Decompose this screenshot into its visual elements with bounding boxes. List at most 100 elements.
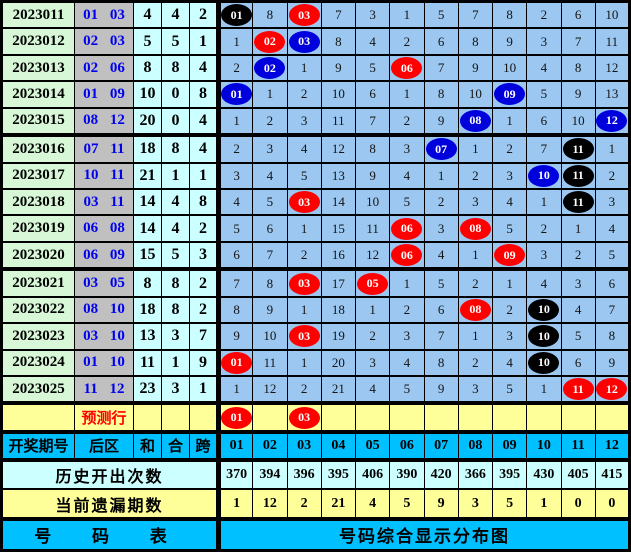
period-cell: 2023023 <box>1 322 75 351</box>
predict-cell <box>252 402 288 435</box>
table-row: 当前遗漏期数 1 12 2 21 4 5 9 3 5 1 0 0 <box>1 488 631 521</box>
miss-count-cell: 9 <box>252 295 288 325</box>
lottery-ball-red: 01 <box>223 406 252 429</box>
miss-count-cell: 1 <box>215 106 254 138</box>
column-header-backzone: 后区 <box>74 431 134 462</box>
miss-count-cell: 5 <box>215 214 254 243</box>
miss-count-cell: 5 <box>252 188 288 217</box>
miss-count-cell: 9 <box>215 322 254 351</box>
backzone-cell: 03 10 <box>74 322 134 351</box>
miss-count-cell: 11 <box>594 27 631 56</box>
miss-count-cell: 10 <box>526 161 562 191</box>
miss-count-cell: 2 <box>457 268 494 298</box>
miss-count-cell: 4 <box>594 214 631 243</box>
miss-count-cell: 5 <box>526 80 562 109</box>
miss-count-cell: 10 <box>252 322 288 351</box>
miss-count-cell: 3 <box>526 27 562 56</box>
lottery-ball-red: 03 <box>288 4 320 27</box>
current-miss-cell: 2 <box>286 488 322 521</box>
miss-count-cell: 03 <box>286 0 322 30</box>
period-cell: 2023011 <box>1 0 75 30</box>
miss-count-cell: 3 <box>491 161 528 191</box>
lottery-ball-black: 10 <box>528 351 560 374</box>
backzone-cell: 02 03 <box>74 27 134 56</box>
predict-cell <box>354 402 391 435</box>
backzone-cell: 06 09 <box>74 240 134 272</box>
miss-count-cell: 4 <box>389 348 425 377</box>
table-row: 2023021 03 05 8 8 2 7 8 03 17 05 1 5 2 1 4 3 6 <box>1 268 631 298</box>
kua-cell: 8 <box>189 188 219 217</box>
lottery-ball-black: 10 <box>528 325 560 348</box>
history-count-cell: 406 <box>354 458 391 491</box>
kua-cell: 1 <box>189 374 219 406</box>
miss-count-cell: 1 <box>389 268 425 298</box>
lottery-ball-blue: 08 <box>459 109 491 132</box>
lottery-ball-red: 09 <box>494 244 526 266</box>
kua-cell: 2 <box>189 0 219 30</box>
backzone-cell: 08 10 <box>74 295 134 325</box>
backzone-cell: 01 09 <box>74 80 134 109</box>
miss-count-cell: 2 <box>457 348 494 377</box>
miss-count-cell: 06 <box>389 240 425 272</box>
miss-count-cell: 6 <box>423 295 459 325</box>
backzone-cell: 01 03 <box>74 0 134 30</box>
current-miss-cell: 0 <box>594 488 631 521</box>
table-row: 2023018 03 11 14 4 8 4 5 03 14 10 5 2 3 4 1 11 3 <box>1 188 631 217</box>
miss-count-cell: 20 <box>320 348 357 377</box>
column-header-kua: 跨 <box>189 431 219 462</box>
miss-count-cell: 3 <box>560 268 596 298</box>
miss-count-cell: 8 <box>215 295 254 325</box>
miss-count-cell: 2 <box>560 240 596 272</box>
predict-period-cell <box>1 402 75 435</box>
miss-count-cell: 2 <box>215 134 254 164</box>
lottery-ball-blue: 10 <box>528 164 560 187</box>
miss-count-cell: 8 <box>252 268 288 298</box>
current-miss-cell: 5 <box>389 488 425 521</box>
miss-count-cell: 1 <box>594 134 631 164</box>
sum-cell: 4 <box>133 0 162 30</box>
sum-cell: 18 <box>133 134 162 164</box>
history-count-cell: 420 <box>423 458 459 491</box>
current-miss-cell: 12 <box>252 488 288 521</box>
kua-cell: 4 <box>189 134 219 164</box>
period-cell: 2023025 <box>1 374 75 406</box>
history-count-cell: 396 <box>286 458 322 491</box>
miss-count-cell: 01 <box>215 80 254 109</box>
miss-count-cell: 2 <box>389 295 425 325</box>
miss-count-cell: 2 <box>457 161 494 191</box>
period-cell: 2023014 <box>1 80 75 109</box>
miss-count-cell: 4 <box>286 134 322 164</box>
backzone-cell: 06 08 <box>74 214 134 243</box>
miss-count-cell: 1 <box>215 27 254 56</box>
lottery-ball-red: 11 <box>562 378 594 400</box>
miss-count-cell: 08 <box>457 295 494 325</box>
lottery-ball-blue: 12 <box>596 109 628 132</box>
ball-number-header: 03 <box>286 431 322 462</box>
miss-count-cell: 4 <box>389 161 425 191</box>
miss-count-cell: 3 <box>389 134 425 164</box>
current-miss-cell: 4 <box>354 488 391 521</box>
miss-count-cell: 01 <box>215 0 254 30</box>
miss-count-cell: 6 <box>215 240 254 272</box>
lottery-ball-blue: 07 <box>425 138 457 161</box>
miss-count-cell: 7 <box>320 0 357 30</box>
miss-count-cell: 7 <box>354 106 391 138</box>
period-cell: 2023022 <box>1 295 75 325</box>
table-row: 2023020 06 09 15 5 3 6 7 2 16 12 06 4 1 09 3 2 5 <box>1 240 631 272</box>
miss-count-cell: 8 <box>491 0 528 30</box>
he-cell: 4 <box>161 214 190 243</box>
period-cell: 2023021 <box>1 268 75 298</box>
he-cell: 8 <box>161 134 190 164</box>
predict-cell <box>423 402 459 435</box>
miss-count-cell: 03 <box>286 27 322 56</box>
kua-cell: 7 <box>189 322 219 351</box>
history-count-cell: 415 <box>594 458 631 491</box>
miss-count-cell: 10 <box>320 80 357 109</box>
miss-count-cell: 6 <box>423 27 459 56</box>
kua-cell: 2 <box>189 214 219 243</box>
lottery-ball-red: 01 <box>223 351 252 374</box>
miss-count-cell: 11 <box>252 348 288 377</box>
miss-count-cell: 2 <box>286 80 322 109</box>
table-row: 开奖期号 后区和合跨 01 02 03 04 05 06 07 08 09 10 11 12 <box>1 431 631 462</box>
